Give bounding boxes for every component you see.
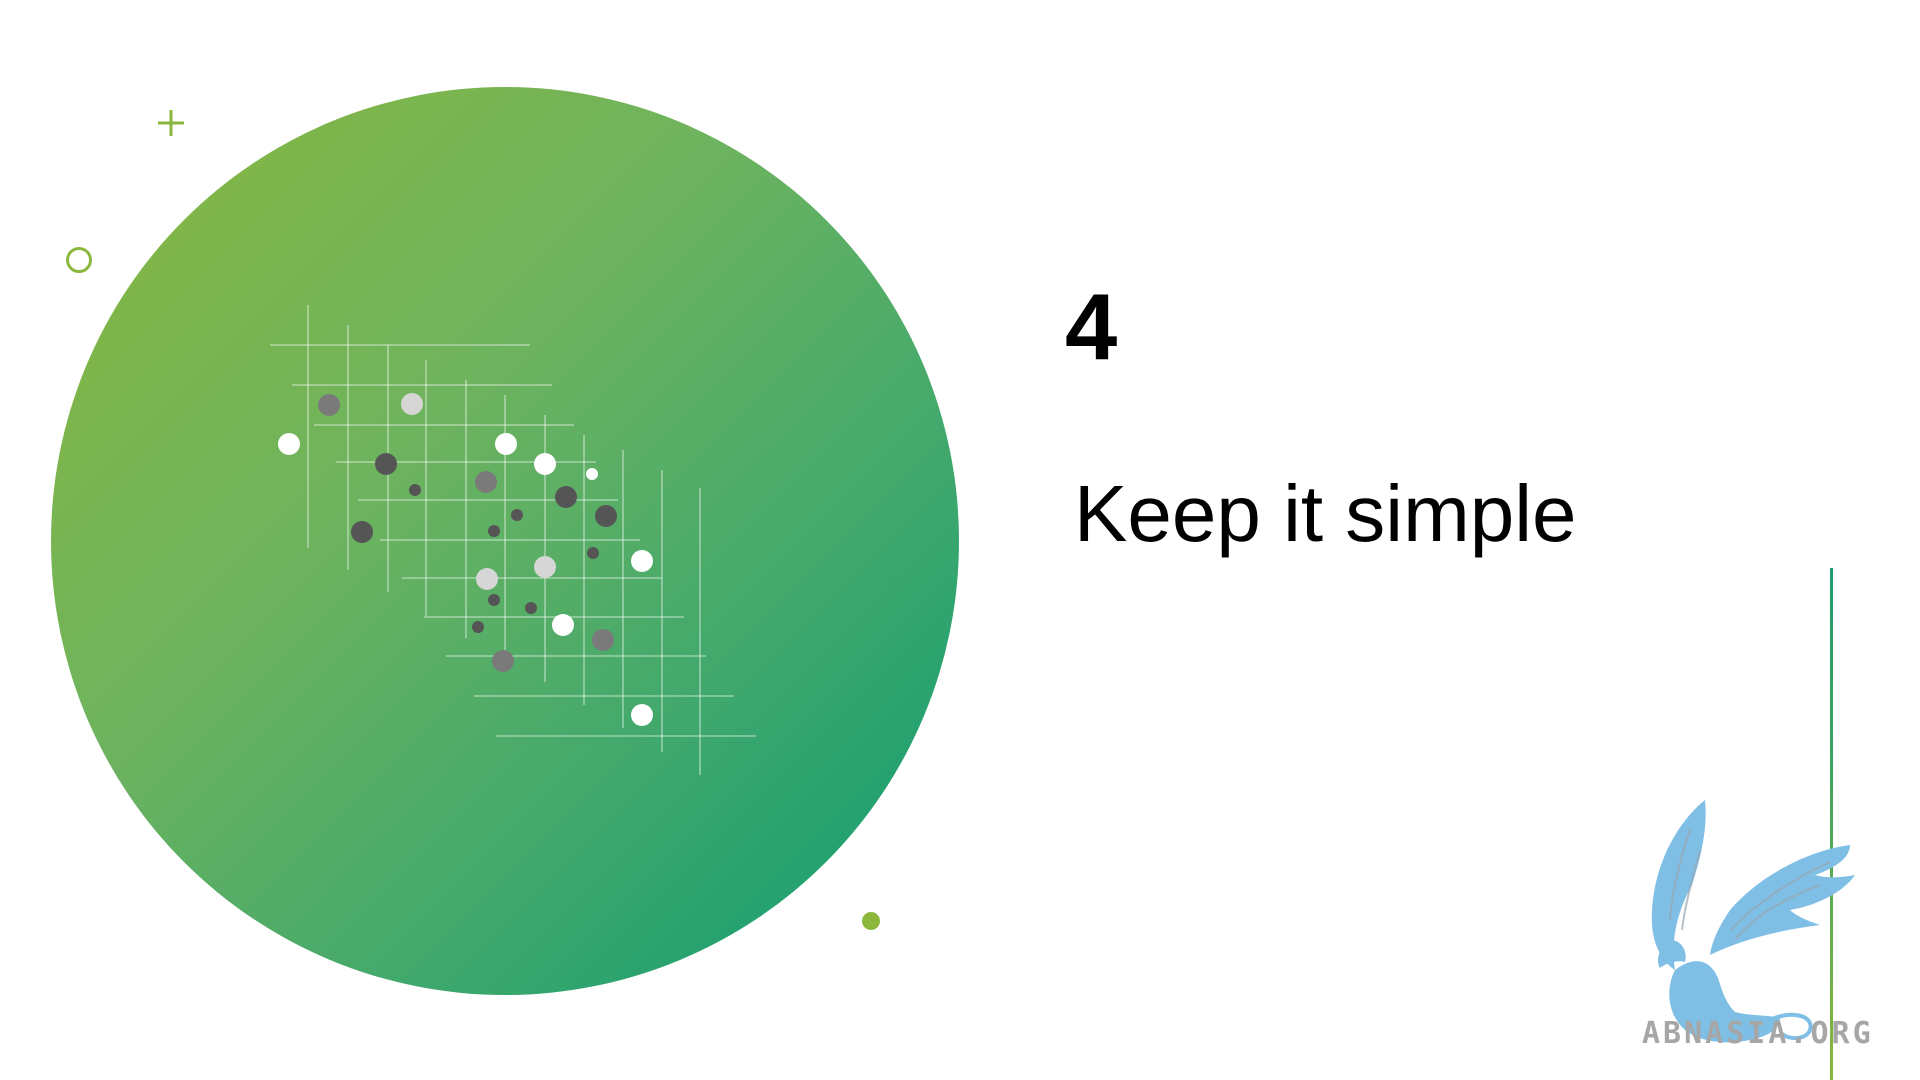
griffin-logo-icon xyxy=(1651,800,1855,1043)
plus-icon xyxy=(158,110,184,136)
slide-number: 4 xyxy=(1065,274,1118,379)
watermark-text: ABNASIA.ORG xyxy=(1642,1016,1874,1051)
accent-vertical-line xyxy=(1830,568,1833,1080)
ring-icon xyxy=(66,247,92,273)
slide-title: Keep it simple xyxy=(1074,469,1577,558)
dot-icon xyxy=(862,912,880,930)
